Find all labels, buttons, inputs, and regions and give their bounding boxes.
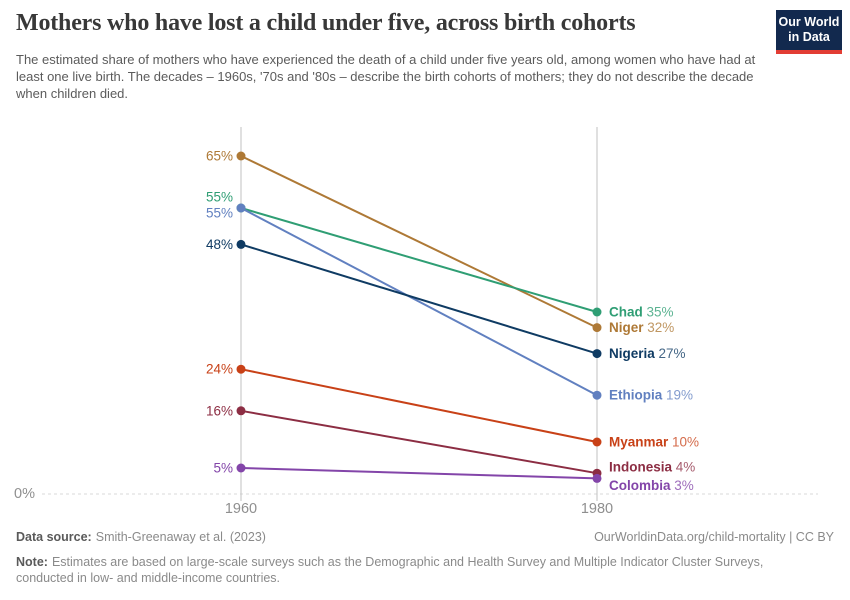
start-value-label-myanmar: 24%: [206, 362, 233, 377]
series-label-myanmar[interactable]: Myanmar 10%: [609, 435, 699, 450]
series-line-chad[interactable]: [240, 207, 598, 313]
series-point-ethiopia-start[interactable]: [236, 203, 246, 213]
owid-logo-line1: Our World: [778, 15, 840, 29]
note-value: Estimates are based on large-scale surve…: [16, 555, 764, 585]
series-point-indonesia-start[interactable]: [236, 406, 246, 416]
data-source: Data source: Smith-Greenaway et al. (2023…: [16, 529, 266, 545]
series-line-ethiopia[interactable]: [240, 207, 598, 397]
series-label-indonesia[interactable]: Indonesia 4%: [609, 460, 695, 475]
note-label: Note:: [16, 555, 48, 569]
chart-footer: Data source: Smith-Greenaway et al. (2023…: [16, 529, 834, 586]
series-point-ethiopia-end[interactable]: [592, 390, 602, 400]
y-axis-zero-label: 0%: [14, 486, 35, 502]
x-tick-label-1980: 1980: [581, 501, 613, 517]
chart-note: Note: Estimates are based on large-scale …: [16, 554, 788, 586]
series-label-chad[interactable]: Chad 35%: [609, 305, 674, 320]
series-point-colombia-start[interactable]: [236, 463, 246, 473]
series-point-myanmar-start[interactable]: [236, 364, 246, 374]
citation: OurWorldinData.org/child-mortality | CC …: [594, 529, 834, 545]
start-value-label-chad: 55%: [206, 190, 233, 205]
series-point-nigeria-start[interactable]: [236, 239, 246, 249]
series-label-niger[interactable]: Niger 32%: [609, 320, 674, 335]
start-value-label-niger: 65%: [206, 149, 233, 164]
series-label-nigeria[interactable]: Nigeria 27%: [609, 346, 686, 361]
series-label-colombia[interactable]: Colombia 3%: [609, 478, 694, 493]
x-tick-label-1960: 1960: [225, 501, 257, 517]
data-source-value: Smith-Greenaway et al. (2023): [95, 530, 266, 544]
page-title: Mothers who have lost a child under five…: [16, 10, 636, 36]
series-point-niger-start[interactable]: [236, 151, 246, 161]
series-line-colombia[interactable]: [240, 467, 598, 480]
start-value-label-indonesia: 16%: [206, 403, 233, 418]
license-label: CC BY: [795, 530, 834, 544]
series-line-nigeria[interactable]: [240, 243, 598, 355]
series-point-chad-end[interactable]: [592, 307, 602, 317]
series-line-niger[interactable]: [240, 155, 598, 329]
owid-url-link[interactable]: OurWorldinData.org/child-mortality: [594, 530, 786, 544]
data-source-label: Data source:: [16, 530, 92, 544]
start-value-label-nigeria: 48%: [206, 237, 233, 252]
series-label-ethiopia[interactable]: Ethiopia 19%: [609, 388, 693, 403]
owid-logo-line2: in Data: [788, 30, 830, 44]
citation-divider: |: [789, 530, 793, 544]
series-point-myanmar-end[interactable]: [592, 437, 602, 447]
series-point-niger-end[interactable]: [592, 323, 602, 333]
start-value-label-ethiopia: 55%: [206, 206, 233, 221]
series-point-nigeria-end[interactable]: [592, 349, 602, 359]
chart-subtitle: The estimated share of mothers who have …: [16, 52, 756, 101]
series-point-colombia-end[interactable]: [592, 473, 602, 483]
start-value-label-colombia: 5%: [213, 461, 233, 476]
owid-logo[interactable]: Our World in Data: [776, 10, 842, 54]
series-line-indonesia[interactable]: [240, 409, 598, 475]
series-line-myanmar[interactable]: [240, 368, 598, 443]
